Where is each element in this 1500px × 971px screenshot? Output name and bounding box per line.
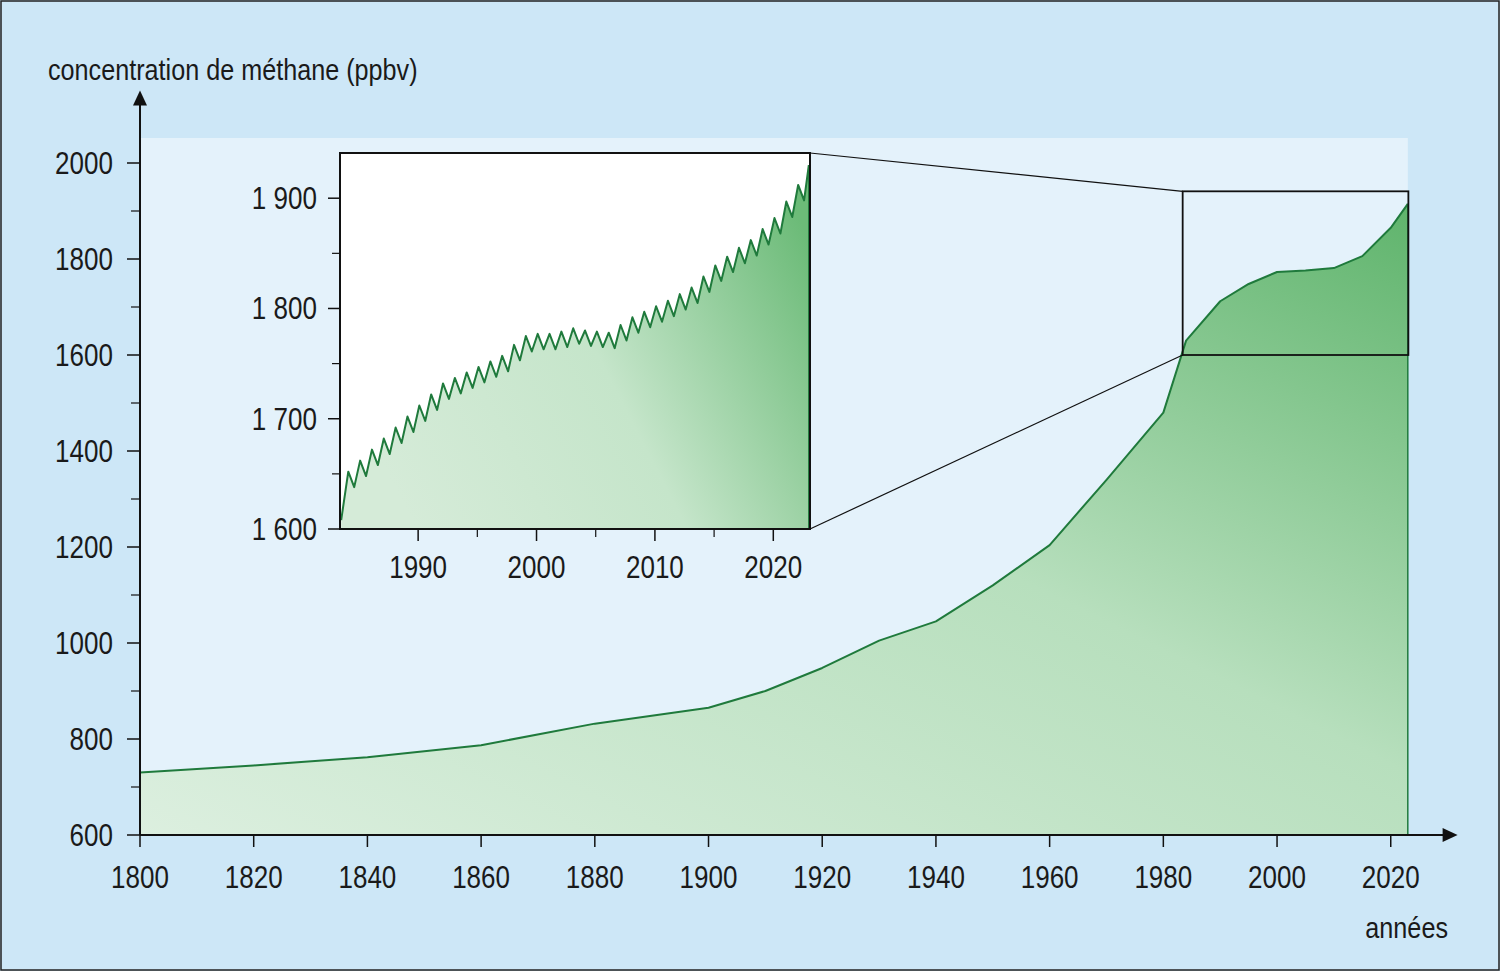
x-tick (253, 835, 255, 847)
x-tick (935, 835, 937, 847)
inset-y-tick (328, 528, 340, 530)
inset-x-minor-tick (595, 529, 596, 537)
x-tick-label: 1840 (338, 860, 396, 895)
x-tick-label: 1900 (680, 860, 738, 895)
zoom-connector (810, 355, 1183, 529)
x-axis-arrow (1443, 828, 1458, 842)
area-fill (341, 165, 809, 529)
y-minor-tick (131, 690, 140, 691)
x-tick (708, 835, 710, 847)
inset-x-minor-tick (714, 529, 715, 537)
x-tick (480, 835, 482, 847)
y-minor-tick (131, 306, 140, 307)
inset-x-tick (654, 529, 656, 541)
y-minor-tick (131, 786, 140, 787)
y-tick (127, 450, 140, 452)
y-tick-label: 1000 (55, 626, 113, 661)
x-tick-label: 1800 (111, 860, 169, 895)
y-tick (127, 642, 140, 644)
inset-y-tick-label: 1 900 (252, 181, 317, 216)
inset-x-tick-label: 2010 (626, 550, 684, 585)
inset-background (340, 153, 810, 529)
x-tick-label: 1880 (566, 860, 624, 895)
y-tick-label: 1800 (55, 242, 113, 277)
inset-x-tick (417, 529, 419, 541)
y-tick-label: 1200 (55, 530, 113, 565)
x-axis-label: années (1365, 911, 1448, 945)
inset-x-tick-label: 1990 (389, 550, 447, 585)
inset-frame (340, 153, 810, 529)
x-tick-label: 1940 (907, 860, 965, 895)
y-tick (127, 258, 140, 260)
x-tick-label: 2020 (1362, 860, 1420, 895)
inset-x-tick-label: 2020 (744, 550, 802, 585)
y-tick-label: 800 (70, 722, 113, 757)
y-minor-tick (131, 402, 140, 403)
y-minor-tick (131, 594, 140, 595)
area-line (341, 165, 809, 520)
inset-x-tick (773, 529, 775, 541)
x-axis (140, 834, 1448, 836)
y-tick-label: 2000 (55, 146, 113, 181)
inset-y-tick-label: 1 600 (252, 512, 317, 547)
inset-y-tick-label: 1 700 (252, 402, 317, 437)
y-tick (127, 738, 140, 740)
x-tick (1276, 835, 1278, 847)
x-tick (139, 835, 141, 847)
background (0, 0, 1500, 971)
y-tick (127, 834, 140, 836)
y-minor-tick (131, 498, 140, 499)
x-tick-label: 1920 (793, 860, 851, 895)
inset-y-minor-tick (332, 363, 340, 364)
y-tick-label: 1400 (55, 434, 113, 469)
y-minor-tick (131, 210, 140, 211)
x-tick-label: 1860 (452, 860, 510, 895)
x-tick-label: 1820 (225, 860, 283, 895)
inset-y-tick (328, 197, 340, 199)
x-tick (1390, 835, 1392, 847)
y-tick (127, 162, 140, 164)
zoom-box (1183, 191, 1409, 355)
inset-y-minor-tick (332, 473, 340, 474)
inset-y-tick-label: 1 800 (252, 291, 317, 326)
inset-y-minor-tick (332, 253, 340, 254)
y-axis-arrow (133, 91, 147, 106)
inset-y-tick (328, 418, 340, 420)
x-tick (821, 835, 823, 847)
x-tick (367, 835, 369, 847)
x-tick-label: 2000 (1248, 860, 1306, 895)
page-border (1, 1, 1499, 970)
chart-root: 600 800 1000 1200 1400 1600 1800 2000 1800 1820 18… (0, 0, 1500, 971)
x-tick (594, 835, 596, 847)
y-tick-label: 600 (70, 818, 113, 853)
plot-background (140, 138, 1408, 835)
y-tick (127, 354, 140, 356)
x-tick-label: 1980 (1134, 860, 1192, 895)
inset-x-tick-label: 2000 (508, 550, 566, 585)
x-tick (1049, 835, 1051, 847)
inset-y-tick (328, 308, 340, 310)
x-tick (1163, 835, 1165, 847)
inset-x-minor-tick (477, 529, 478, 537)
y-tick (127, 546, 140, 548)
y-axis-label: concentration de méthane (ppbv) (48, 53, 418, 87)
inset-x-tick (536, 529, 538, 541)
y-tick-label: 1600 (55, 338, 113, 373)
x-tick-label: 1960 (1021, 860, 1079, 895)
zoom-connector (810, 153, 1183, 191)
inset-plot-area (341, 165, 809, 529)
